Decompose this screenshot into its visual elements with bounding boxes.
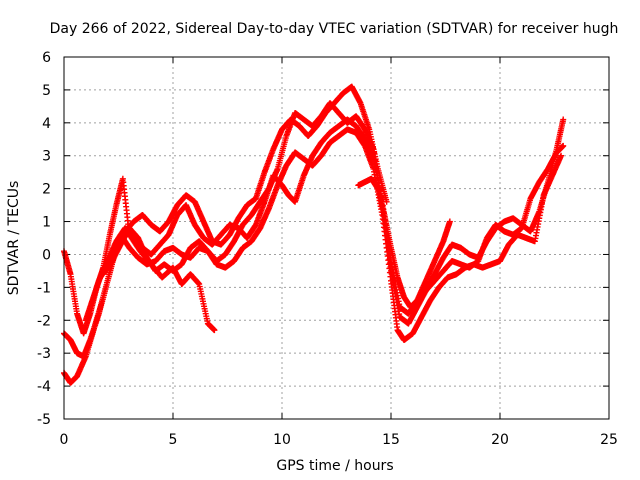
y-tick-label: 3 [42,149,51,165]
plot-frame [63,56,610,420]
series-track-6 [355,142,567,311]
y-tick-label: 2 [42,182,51,198]
data-series [61,83,567,386]
y-tick-label: 5 [42,83,51,99]
y-tick-label: -5 [37,412,51,428]
y-tick-label: -2 [37,313,51,329]
data-point-marker [560,142,567,149]
series-track-2 [61,83,390,360]
x-tick-label: 5 [169,432,178,448]
x-tick-label: 25 [600,432,618,448]
data-point-marker [560,116,567,123]
chart-title: Day 266 of 2022, Sidereal Day-to-day VTE… [50,21,619,37]
x-tick-label: 20 [491,432,509,448]
series-track-5 [100,100,567,327]
data-point-marker [211,327,218,334]
x-tick-label: 15 [382,432,400,448]
grid-lines [64,57,609,419]
y-tick-label: -4 [37,379,51,395]
x-tick-label: 0 [60,432,69,448]
series-track-3 [61,126,565,386]
data-point-marker [558,152,565,159]
y-tick-label: 0 [42,247,51,263]
y-tick-label: 4 [42,116,51,132]
y-tick-label: -3 [37,346,51,362]
data-point-marker [446,218,453,225]
y-tick-label: 6 [42,50,51,66]
x-tick-label: 10 [273,432,291,448]
x-axis-label: GPS time / hours [276,458,393,474]
y-axis-label: SDTVAR / TECUs [6,181,22,296]
y-tick-label: -1 [37,280,51,296]
y-tick-label: 1 [42,215,51,231]
axes: 0 5 10 15 20 25 -5 -4 -3 -2 -1 0 1 2 3 4 5 6 [37,50,618,448]
